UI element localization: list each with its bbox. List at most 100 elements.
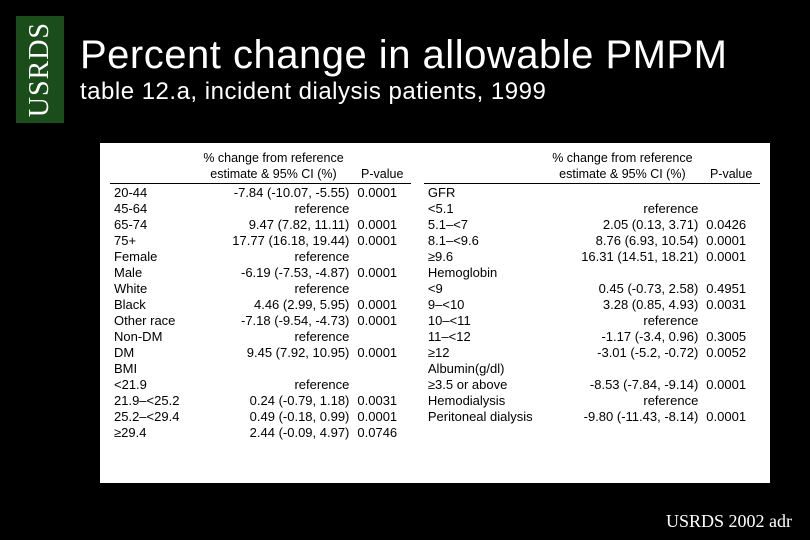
column-gap — [411, 392, 424, 408]
row-label-right: 10–<11 — [424, 312, 543, 328]
row-estimate-left: 4.46 (2.99, 5.95) — [194, 296, 354, 312]
row-label-right: ≥12 — [424, 344, 543, 360]
row-pvalue-right — [702, 312, 760, 328]
row-pvalue-left: 0.0031 — [353, 392, 411, 408]
row-estimate-left — [194, 360, 354, 376]
row-estimate-left: 9.47 (7.82, 11.11) — [194, 216, 354, 232]
row-estimate-right: 0.45 (-0.73, 2.58) — [543, 280, 703, 296]
header: USRDS Percent change in allowable PMPM t… — [0, 0, 810, 125]
row-label-right: Peritoneal dialysis — [424, 408, 543, 424]
column-gap — [411, 360, 424, 376]
row-estimate-right: 16.31 (14.51, 18.21) — [543, 248, 703, 264]
row-label-right — [424, 424, 543, 440]
table-row: <21.9reference≥3.5 or above-8.53 (-7.84,… — [110, 376, 760, 392]
row-label-right: ≥9.6 — [424, 248, 543, 264]
row-estimate-left: 9.45 (7.92, 10.95) — [194, 344, 354, 360]
row-pvalue-left — [353, 328, 411, 344]
row-label-left: 21.9–<25.2 — [110, 392, 194, 408]
row-pvalue-left: 0.0001 — [353, 264, 411, 280]
row-estimate-left: -7.18 (-9.54, -4.73) — [194, 312, 354, 328]
header-pvalue-left: P-value — [353, 167, 411, 184]
table-row: Non-DMreference11–<12-1.17 (-3.4, 0.96)0… — [110, 328, 760, 344]
row-pvalue-right — [702, 184, 760, 201]
row-label-right: 5.1–<7 — [424, 216, 543, 232]
row-pvalue-left: 0.0001 — [353, 312, 411, 328]
row-estimate-right: 3.28 (0.85, 4.93) — [543, 296, 703, 312]
row-label-left: 20-44 — [110, 184, 194, 201]
row-estimate-right: reference — [543, 392, 703, 408]
row-pvalue-right — [702, 424, 760, 440]
column-gap — [411, 376, 424, 392]
row-estimate-left: 0.49 (-0.18, 0.99) — [194, 408, 354, 424]
column-gap — [411, 280, 424, 296]
row-pvalue-right: 0.0031 — [702, 296, 760, 312]
row-pvalue-left: 0.0001 — [353, 296, 411, 312]
row-pvalue-right — [702, 264, 760, 280]
row-label-right: Hemodialysis — [424, 392, 543, 408]
table-container: % change from reference % change from re… — [100, 143, 770, 483]
row-estimate-right: 8.76 (6.93, 10.54) — [543, 232, 703, 248]
column-gap — [411, 312, 424, 328]
page-subtitle: table 12.a, incident dialysis patients, … — [80, 78, 727, 106]
row-label-right: <5.1 — [424, 200, 543, 216]
row-label-right: Albumin(g/dl) — [424, 360, 543, 376]
row-estimate-right: -1.17 (-3.4, 0.96) — [543, 328, 703, 344]
row-estimate-right: reference — [543, 312, 703, 328]
row-label-right: <9 — [424, 280, 543, 296]
row-pvalue-left — [353, 280, 411, 296]
column-gap — [411, 296, 424, 312]
header-estimate-right: estimate & 95% CI (%) — [543, 167, 703, 184]
column-gap — [411, 264, 424, 280]
row-estimate-right — [543, 184, 703, 201]
row-pvalue-left: 0.0001 — [353, 232, 411, 248]
row-label-left: 25.2–<29.4 — [110, 408, 194, 424]
column-gap — [411, 328, 424, 344]
row-estimate-left: -6.19 (-7.53, -4.87) — [194, 264, 354, 280]
row-label-left: BMI — [110, 360, 194, 376]
table-row: ≥29.42.44 (-0.09, 4.97)0.0746 — [110, 424, 760, 440]
row-label-left: 65-74 — [110, 216, 194, 232]
table-row: 65-749.47 (7.82, 11.11)0.00015.1–<72.05 … — [110, 216, 760, 232]
row-label-left: Non-DM — [110, 328, 194, 344]
row-pvalue-right: 0.0001 — [702, 232, 760, 248]
row-label-right: 8.1–<9.6 — [424, 232, 543, 248]
column-gap — [411, 200, 424, 216]
row-label-left: ≥29.4 — [110, 424, 194, 440]
column-gap — [411, 424, 424, 440]
header-pvalue-right: P-value — [702, 167, 760, 184]
header-change-left: % change from reference — [194, 151, 354, 167]
row-pvalue-left — [353, 376, 411, 392]
row-estimate-left: 2.44 (-0.09, 4.97) — [194, 424, 354, 440]
row-estimate-left: reference — [194, 200, 354, 216]
table-row: DM9.45 (7.92, 10.95)0.0001≥12-3.01 (-5.2… — [110, 344, 760, 360]
column-gap — [411, 232, 424, 248]
row-estimate-left: reference — [194, 280, 354, 296]
table-row: Male-6.19 (-7.53, -4.87)0.0001Hemoglobin — [110, 264, 760, 280]
row-label-left: Other race — [110, 312, 194, 328]
row-estimate-right: -9.80 (-11.43, -8.14) — [543, 408, 703, 424]
table-row: Whitereference<90.45 (-0.73, 2.58)0.4951 — [110, 280, 760, 296]
column-gap — [411, 184, 424, 201]
row-pvalue-right: 0.0052 — [702, 344, 760, 360]
row-pvalue-left: 0.0746 — [353, 424, 411, 440]
table-row: Black4.46 (2.99, 5.95)0.00019–<103.28 (0… — [110, 296, 760, 312]
table-row: 45-64reference<5.1reference — [110, 200, 760, 216]
row-pvalue-right: 0.0001 — [702, 408, 760, 424]
column-gap — [411, 216, 424, 232]
column-gap — [411, 408, 424, 424]
row-label-right: 9–<10 — [424, 296, 543, 312]
row-estimate-left: reference — [194, 376, 354, 392]
table-row: BMI Albumin(g/dl) — [110, 360, 760, 376]
row-estimate-left: 17.77 (16.18, 19.44) — [194, 232, 354, 248]
row-estimate-right — [543, 264, 703, 280]
row-pvalue-left — [353, 200, 411, 216]
row-pvalue-right — [702, 392, 760, 408]
row-pvalue-left — [353, 360, 411, 376]
row-pvalue-right: 0.0001 — [702, 248, 760, 264]
row-estimate-left: 0.24 (-0.79, 1.18) — [194, 392, 354, 408]
row-pvalue-right: 0.3005 — [702, 328, 760, 344]
row-pvalue-right — [702, 360, 760, 376]
table-row: 20-44-7.84 (-10.07, -5.55)0.0001GFR — [110, 184, 760, 201]
footer-text: USRDS 2002 adr — [666, 511, 792, 532]
table-row: Other race-7.18 (-9.54, -4.73)0.0001 10–<… — [110, 312, 760, 328]
